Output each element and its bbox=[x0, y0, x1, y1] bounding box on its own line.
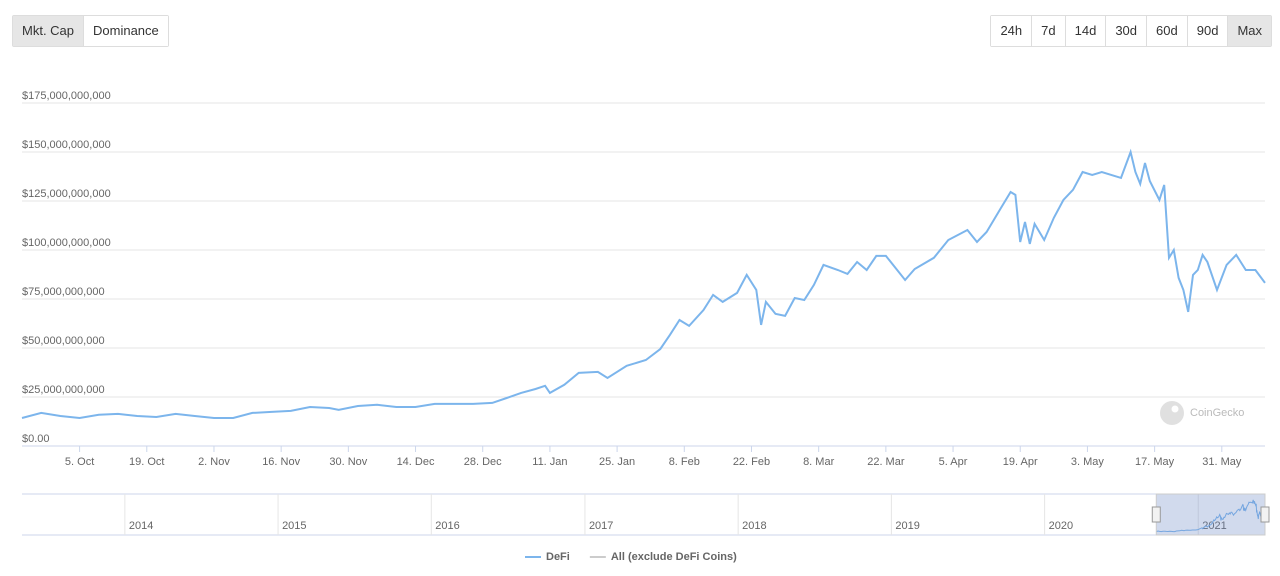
navigator-window[interactable] bbox=[1155, 493, 1266, 536]
y-tick-label: $125,000,000,000 bbox=[22, 188, 111, 200]
x-tick-label: 8. Mar bbox=[803, 456, 835, 468]
x-tick-label: 17. May bbox=[1135, 456, 1175, 468]
x-tick-label: 22. Feb bbox=[733, 456, 770, 468]
toggle-button[interactable]: Mkt. Cap bbox=[13, 16, 85, 46]
x-tick-label: 25. Jan bbox=[599, 456, 635, 468]
y-tick-label: $0.00 bbox=[22, 433, 50, 445]
toggle-button[interactable]: 7d bbox=[1032, 16, 1066, 46]
x-tick-label: 14. Dec bbox=[397, 456, 435, 468]
x-tick-label: 16. Nov bbox=[262, 456, 300, 468]
navigator-tick-label: 2014 bbox=[129, 520, 153, 532]
toggle-button[interactable]: 24h bbox=[991, 16, 1033, 46]
toggle-button[interactable]: 90d bbox=[1187, 16, 1229, 46]
watermark-text: CoinGecko bbox=[1190, 407, 1244, 419]
x-tick-label: 5. Apr bbox=[939, 456, 968, 468]
navigator-tick-label: 2019 bbox=[895, 520, 919, 532]
toggle-button[interactable]: Max bbox=[1228, 16, 1271, 46]
navigator-handle[interactable] bbox=[1260, 506, 1270, 523]
x-tick-label: 22. Mar bbox=[867, 456, 905, 468]
y-tick-label: $75,000,000,000 bbox=[22, 286, 105, 298]
navigator-tick-label: 2021 bbox=[1202, 520, 1226, 532]
legend-label[interactable]: DeFi bbox=[546, 551, 570, 563]
watermark: CoinGecko bbox=[1160, 401, 1244, 425]
navigator-tick-label: 2020 bbox=[1049, 520, 1073, 532]
navigator-handle[interactable] bbox=[1151, 506, 1161, 523]
metric-buttons: Mkt. Cap Dominance bbox=[12, 15, 169, 47]
toggle-button[interactable]: 30d bbox=[1106, 16, 1148, 46]
x-tick-label: 19. Oct bbox=[129, 456, 164, 468]
toggle-button[interactable]: 60d bbox=[1147, 16, 1188, 46]
navigator-tick-label: 2018 bbox=[742, 520, 766, 532]
toggle-button[interactable]: 14d bbox=[1065, 16, 1107, 46]
y-tick-label: $150,000,000,000 bbox=[22, 139, 111, 151]
navigator-line bbox=[1156, 499, 1266, 533]
legend-label[interactable]: All (exclude DeFi Coins) bbox=[611, 551, 737, 563]
data-line bbox=[21, 148, 1266, 420]
x-tick-label: 5. Oct bbox=[65, 456, 94, 468]
watermark-logo-eye bbox=[1171, 405, 1179, 413]
x-tick-label: 2. Nov bbox=[198, 456, 230, 468]
navigator-tick-label: 2017 bbox=[589, 520, 613, 532]
x-tick-label: 19. Apr bbox=[1003, 456, 1038, 468]
range-buttons: 24h 7d 14d 30d 60d 90d Max bbox=[990, 15, 1272, 47]
x-tick-label: 8. Feb bbox=[669, 456, 700, 468]
watermark-logo bbox=[1160, 401, 1184, 425]
y-tick-label: $175,000,000,000 bbox=[22, 90, 111, 102]
y-tick-label: $50,000,000,000 bbox=[22, 335, 105, 347]
toggle-button[interactable]: Dominance bbox=[84, 16, 168, 46]
x-tick-label: 31. May bbox=[1202, 456, 1242, 468]
x-tick-label: 28. Dec bbox=[464, 456, 502, 468]
x-tick-label: 11. Jan bbox=[532, 456, 567, 468]
y-tick-label: $25,000,000,000 bbox=[22, 384, 105, 396]
navigator-tick-label: 2015 bbox=[282, 520, 306, 532]
x-tick-label: 3. May bbox=[1071, 456, 1105, 468]
x-tick-label: 30. Nov bbox=[329, 456, 367, 468]
y-tick-label: $100,000,000,000 bbox=[22, 237, 111, 249]
navigator-tick-label: 2016 bbox=[435, 520, 459, 532]
